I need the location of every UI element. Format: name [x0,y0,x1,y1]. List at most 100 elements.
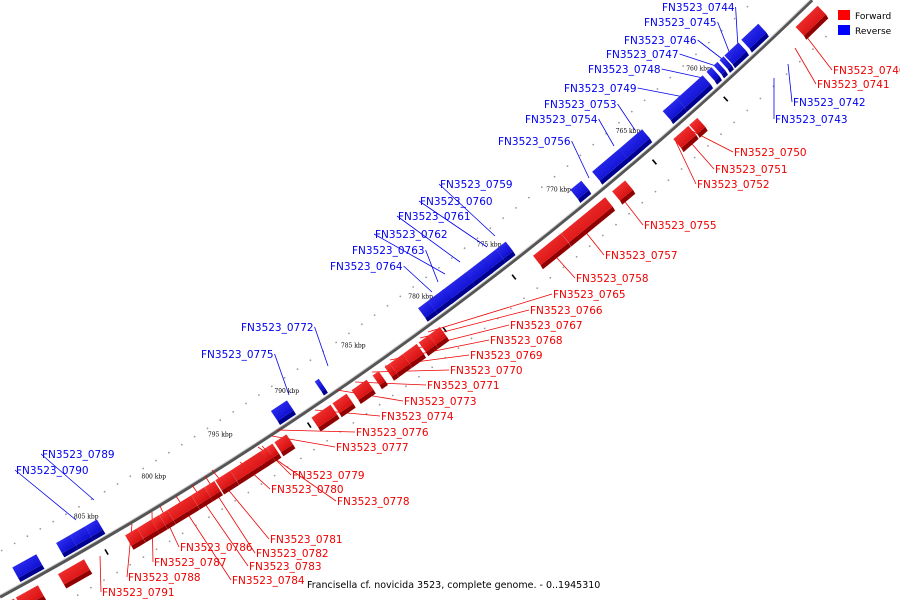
gene-label-fn3523_0786: FN3523_0786 [180,542,253,554]
reverse-gene-feature [570,180,592,203]
gene-feature-shadow [210,491,223,502]
forward-gene-feature [389,354,412,378]
gene-feature-body [230,451,267,481]
scale-dot [515,207,517,209]
gene-feature-shadow [568,206,616,247]
gene-feature-shadow [435,298,454,315]
tick-mark [723,96,729,102]
gene-feature-body [713,61,726,75]
gene-label-fn3523_0761: FN3523_0761 [398,211,471,223]
gene-feature-shadow [749,32,769,53]
scale-dot [654,190,657,193]
gene-feature-body [706,67,720,81]
scale-dot [405,385,407,388]
scale-dot [26,535,29,538]
scale-dot [431,366,434,369]
scale-dot [418,375,420,378]
gene-feature-body [266,443,279,458]
scale-dot [270,385,273,388]
scale-dot [643,99,646,102]
gene-leader-line [735,6,739,49]
gene-feature-body [191,487,211,506]
forward-gene-feature [795,5,829,40]
gene-feature-body [314,378,326,392]
forward-gene-feature [58,559,93,589]
gene-feature-shadow [63,569,93,589]
gene-feature-shadow [540,242,571,270]
gene-feature-body [159,510,174,526]
scale-dot [562,266,565,269]
forward-gene-feature [673,125,699,153]
gene-label-fn3523_0753: FN3523_0753 [544,99,617,111]
forward-gene-feature [533,233,571,270]
gene-leader-line [583,229,605,256]
scale-dot [707,145,709,147]
gene-label-fn3523_0740: FN3523_0740 [833,65,900,77]
tick-marks [104,96,729,556]
gene-feature-body [274,434,293,453]
genome-caption: Francisella cf. novicida 3523, complete … [307,580,600,591]
gene-feature-body [465,258,492,282]
gene-leader-line [794,47,817,85]
gene-label-fn3523_0784: FN3523_0784 [232,575,305,587]
scale-dot [618,121,620,124]
scale-dot [219,419,222,422]
scale-dot [180,443,183,446]
scale-dot [142,556,145,558]
gene-label-fn3523_0754: FN3523_0754 [525,114,598,126]
gene-feature-shadow [425,344,439,357]
scale-dot [733,121,735,124]
gene-feature-shadow [732,51,749,69]
scale-dot [155,459,157,462]
gene-feature-shadow [425,310,438,322]
scale-dot [536,287,539,289]
gene-feature-body [428,327,447,345]
gene-label-fn3523_0765: FN3523_0765 [553,289,626,301]
scale-dot [129,563,132,566]
gene-feature-shadow [197,497,213,510]
scale-dot [489,227,492,230]
scale-dot [812,48,814,51]
scale-dot [746,109,749,112]
scale-dot [168,540,171,543]
scale-dot [142,467,145,470]
reverse-gene-feature [676,75,714,112]
gene-label-fn3523_0791: FN3523_0791 [102,587,175,599]
gene-feature-body [151,515,166,531]
scale-dot [476,237,479,240]
scale-dot [438,266,440,269]
gene-feature-body [332,393,354,414]
scale-dot [39,528,42,530]
scale-dot [208,516,210,519]
gene-feature-body [612,180,633,201]
scale-dot [656,88,659,90]
gene-label-fn3523_0756: FN3523_0756 [498,136,571,148]
gene-feature-body [258,447,273,463]
tick-mark [651,159,658,165]
scale-dot [412,286,415,288]
gene-feature-shadow [76,536,94,550]
gene-feature-shadow [339,403,356,418]
forward-gene-feature [191,487,213,510]
gene-feature-body [351,379,374,400]
gene-leader-line [697,39,727,63]
gene-label-fn3523_0782: FN3523_0782 [256,548,329,560]
gene-feature-shadow [131,538,146,550]
tick-label: 770 kbp [546,186,571,193]
gene-feature-body [204,481,221,498]
scale-dot [313,448,315,451]
forward-gene-feature [266,443,282,462]
gene-label-fn3523_0743: FN3523_0743 [775,114,848,126]
gene-label-fn3523_0745: FN3523_0745 [644,17,717,29]
gene-feature-body [724,42,747,65]
tick-label: 765 kbp [616,128,641,135]
scale-dot [628,212,630,215]
gene-leader-line [675,141,697,185]
gene-feature-body [673,125,697,149]
gene-leader-line [373,233,446,275]
scale-dot [335,341,337,344]
gene-feature-body [741,23,767,49]
gene-label-fn3523_0776: FN3523_0776 [356,427,429,439]
gene-feature-shadow [409,353,427,368]
gene-feature-body [592,148,627,181]
